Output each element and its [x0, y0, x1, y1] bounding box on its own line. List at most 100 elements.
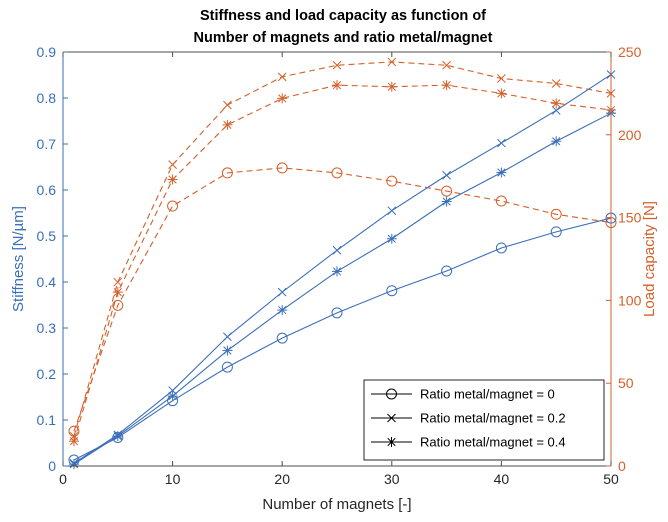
y-left-tick-label: 0 — [48, 458, 56, 474]
load-point-2-7-stroke-d2 — [442, 81, 451, 90]
load-point-2-7 — [441, 80, 452, 91]
stiffness-point-0-6 — [386, 285, 398, 297]
load-point-2-2-stroke-d2 — [168, 175, 177, 184]
stiffness-point-1-7-stroke-b — [442, 170, 451, 180]
load-point-0-5-shape — [331, 167, 343, 179]
load-point-1-2-stroke-b — [168, 160, 177, 169]
stiffness-point-2-5 — [332, 266, 342, 277]
stiffness-point-2-1-stroke-d2 — [113, 431, 122, 441]
load-series-line-0 — [73, 167, 612, 432]
stiffness-point-0-5 — [331, 307, 343, 319]
load-point-1-5 — [332, 60, 342, 70]
load-point-2-9-stroke-d2 — [552, 99, 561, 108]
load-point-2-5 — [332, 80, 342, 91]
stiffness-point-1-7 — [442, 170, 451, 180]
load-point-0-3 — [221, 167, 233, 179]
stiffness-point-1-5-stroke-b — [332, 245, 342, 255]
x-tick-label: 50 — [603, 471, 619, 487]
load-point-1-9 — [551, 79, 561, 88]
stiffness-point-0-4 — [276, 332, 288, 344]
stiffness-point-0-3-shape — [221, 361, 233, 373]
stiffness-point-2-6-stroke-d2 — [387, 234, 396, 243]
load-point-2-9 — [551, 98, 562, 109]
load-point-1-8 — [497, 74, 506, 83]
load-point-0-6 — [386, 175, 398, 187]
load-point-2-4 — [277, 93, 288, 104]
y-left-tick-label: 0.5 — [37, 228, 57, 244]
stiffness-point-2-0 — [68, 459, 79, 470]
y-right-tick-label: 250 — [618, 44, 642, 60]
load-point-1-5-stroke-b — [332, 60, 342, 70]
stiffness-point-0-6-shape — [386, 285, 398, 297]
x-axis-label: Number of magnets [-] — [262, 496, 411, 513]
stiffness-point-2-2 — [167, 391, 178, 402]
load-point-1-1 — [113, 277, 123, 287]
y-left-tick-label: 0.3 — [37, 320, 57, 336]
stiffness-point-1-6 — [387, 206, 397, 216]
load-point-1-8-stroke-b — [497, 74, 506, 83]
legend-label-1: Ratio metal/magnet = 0.2 — [420, 411, 566, 426]
load-point-2-3-stroke-d2 — [223, 120, 232, 129]
load-point-2-4-stroke-d2 — [278, 94, 287, 103]
legend-entries: Ratio metal/magnet = 0 Ratio metal/magnet… — [371, 387, 566, 450]
load-point-2-3 — [222, 119, 233, 130]
y-right-tick-label: 0 — [618, 458, 626, 474]
legend-marker-0 — [386, 388, 397, 400]
stiffness-point-0-7-shape — [441, 265, 453, 277]
load-point-0-9-shape — [550, 208, 562, 220]
stiffness-point-0-5-shape — [331, 307, 343, 319]
load-point-1-6-stroke-b — [387, 57, 397, 67]
stiffness-point-2-5-stroke-d2 — [332, 267, 342, 276]
load-point-0-1-shape — [112, 299, 124, 311]
y-right-tick-label: 200 — [618, 127, 642, 143]
stiffness-point-0-4-shape — [276, 332, 288, 344]
load-point-1-4 — [277, 72, 287, 82]
stiffness-point-0-9-shape — [550, 226, 562, 238]
load-point-2-0 — [68, 436, 79, 447]
stiffness-point-2-1 — [112, 431, 123, 442]
stiffness-point-1-4-stroke-b — [277, 287, 287, 297]
load-point-0-8 — [495, 195, 507, 207]
y-left-axis-label: Stiffness [N/µm] — [10, 206, 27, 312]
legend-marker-2-stroke-d2 — [387, 437, 396, 447]
stiffness-point-2-4 — [277, 305, 288, 316]
y-left-tick-label: 0.4 — [37, 274, 57, 290]
legend-box — [363, 379, 605, 461]
stiffness-point-0-9 — [550, 226, 562, 238]
series-layer — [68, 57, 617, 470]
load-point-0-3-shape — [221, 167, 233, 179]
legend-label-0: Ratio metal/magnet = 0 — [420, 387, 555, 402]
stiffness-point-0-8 — [495, 242, 507, 254]
load-point-2-0-stroke-d2 — [69, 437, 79, 446]
stiffness-point-2-7-stroke-d2 — [442, 197, 451, 206]
load-point-2-1-stroke-d2 — [113, 288, 122, 297]
chart-title-line-2: Number of magnets and ratio metal/magnet — [194, 30, 493, 46]
legend-marker-1-stroke-b — [387, 413, 396, 423]
load-point-0-6-shape — [386, 175, 398, 187]
x-tick-label: 10 — [165, 471, 181, 487]
load-point-1-2 — [168, 160, 177, 169]
y-left-tick-label: 0.6 — [37, 182, 57, 198]
x-tick-label: 40 — [494, 471, 510, 487]
load-point-2-8-stroke-d2 — [497, 89, 506, 98]
stiffness-point-0-7 — [441, 265, 453, 277]
stiffness-point-2-7 — [441, 196, 452, 207]
x-axis-ticks: 0 10 20 30 40 50 — [59, 52, 619, 487]
y-left-axis-ticks: 0 0.1 0.2 0.3 0.4 0.5 0.6 0.7 0.8 0.9 — [37, 44, 68, 474]
load-point-1-1-stroke-b — [113, 277, 123, 287]
y-right-tick-label: 150 — [618, 210, 642, 226]
stiffness-series-line-0 — [73, 217, 612, 461]
legend-marker-1 — [387, 413, 396, 423]
y-right-axis-ticks: 0 50 100 150 200 250 — [606, 44, 642, 474]
stiffness-point-2-2-stroke-d2 — [168, 391, 177, 401]
stiffness-point-2-0-stroke-d2 — [69, 460, 79, 469]
load-point-2-6 — [386, 81, 397, 92]
stiffness-point-1-8-stroke-b — [497, 138, 506, 148]
stiffness-point-0-8-shape — [495, 242, 507, 254]
chart-title-line-1: Stiffness and load capacity as function … — [200, 8, 486, 24]
legend: Ratio metal/magnet = 0 Ratio metal/magnet… — [363, 379, 605, 461]
y-right-tick-label: 100 — [618, 292, 642, 308]
load-point-0-7-shape — [441, 185, 453, 197]
load-point-1-4-stroke-b — [277, 72, 287, 82]
stiffness-point-2-8 — [496, 167, 507, 178]
